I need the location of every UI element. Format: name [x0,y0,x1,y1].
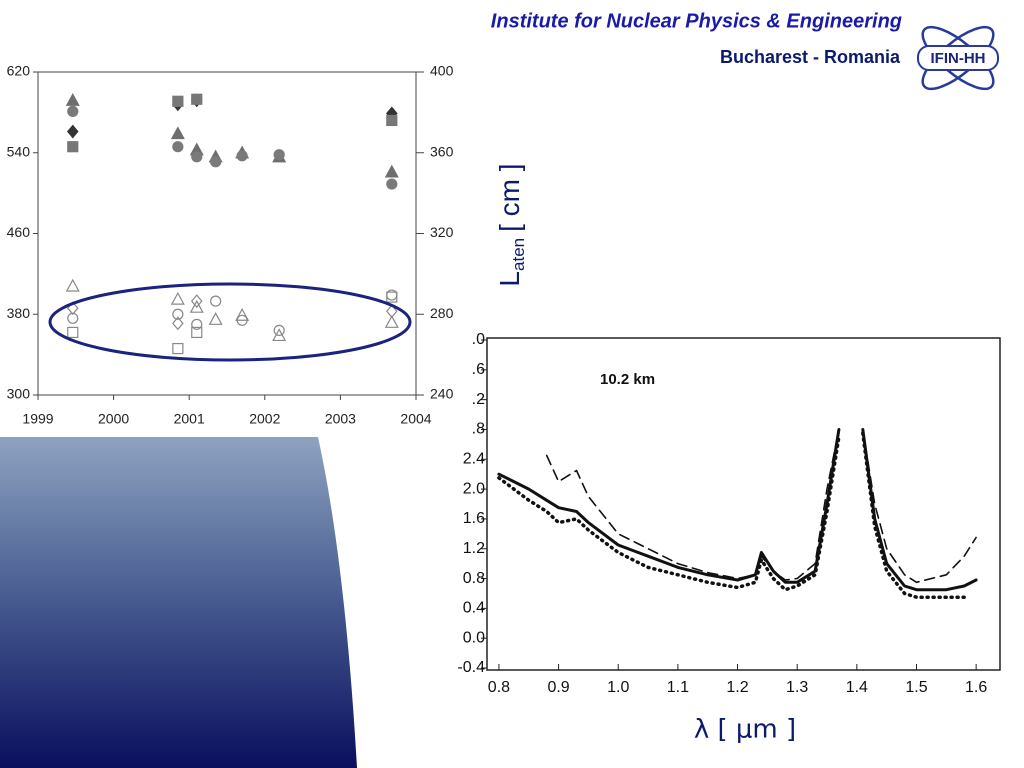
x-axis-label: λ [ μm ] [694,715,796,745]
marker [172,342,184,355]
y-tick-label: .2 [472,391,485,408]
y-label-sub: aten [509,238,528,271]
data-line [497,431,966,599]
chart2-frame [486,337,1001,671]
marker [384,164,399,178]
annotation: 10.2 km [600,371,655,388]
marker [67,141,79,153]
data-line [497,428,978,592]
marker [170,126,185,140]
marker [170,291,185,305]
highlight-ellipse [48,282,412,362]
marker [273,149,285,161]
y2-tick-label: 240 [430,386,454,402]
marker [210,156,222,168]
marker [236,314,248,326]
marker [236,150,248,162]
x-tick-label: 1999 [22,411,53,427]
marker [172,308,184,320]
marker [273,324,285,336]
y-tick-label: 0.4 [463,600,485,617]
y-tick-label: .0 [472,331,485,348]
y-tick-label: 540 [7,143,31,159]
logo: IFIN-HH [917,25,999,91]
chart1-bg [0,62,440,434]
y-tick-label: .8 [472,421,485,438]
marker [235,308,250,321]
marker [67,105,79,117]
y-tick-label: .6 [472,361,485,378]
y-tick-label: 0.0 [463,629,485,646]
y-tick-label: 0.8 [463,570,485,587]
x-tick-label: 0.9 [547,679,569,696]
y2-tick-label: 400 [430,63,454,79]
y2-tick-label: 320 [430,224,454,240]
marker [386,291,398,303]
y-tick-label: 2.0 [463,480,485,497]
y-tick-label: 380 [7,305,31,321]
x-tick-label: 2004 [400,411,431,427]
x-tick-label: 2000 [98,411,129,427]
marker [208,312,223,325]
marker [189,299,204,313]
marker [172,141,184,153]
y-tick-label: 300 [7,386,31,402]
marker [172,316,184,331]
marker [191,318,203,330]
marker [191,151,203,163]
decor-panel [0,437,357,768]
x-tick-label: 1.0 [607,679,629,696]
x-tick-label: 1.3 [786,679,808,696]
x-tick-label: 2001 [174,411,205,427]
y-axis-label: Laten [ cm ] [494,163,528,286]
x-tick-label: 2002 [249,411,280,427]
header-subtitle: Bucharest - Romania [720,47,901,67]
y-label-main: L [494,271,525,287]
marker [66,124,79,139]
x-tick-label: 1.5 [905,679,927,696]
y2-tick-label: 360 [430,143,454,159]
marker [384,315,399,328]
x-tick-label: 1.2 [726,679,748,696]
marker [67,326,79,339]
marker [386,178,398,190]
y-tick-label: 1.6 [463,510,485,527]
marker [191,93,203,105]
logo-text: IFIN-HH [931,50,986,67]
y-label-unit: [ cm ] [494,163,525,231]
marker [386,304,398,319]
y2-tick-label: 280 [430,305,454,321]
y-tick-label: 460 [7,224,31,240]
x-tick-label: 1.4 [846,679,868,696]
y-tick-label: -0.4 [457,659,485,676]
marker [210,295,222,307]
marker [172,95,184,107]
y-tick-label: 2.4 [463,450,485,467]
x-tick-label: 1.1 [667,679,689,696]
marker [191,326,203,339]
y-tick-label: 1.2 [463,540,485,557]
x-tick-label: 1.6 [965,679,987,696]
marker [190,294,203,309]
data-line [545,428,977,584]
marker [65,93,80,106]
x-tick-label: 2003 [325,411,356,427]
header-title: Institute for Nuclear Physics & Engineer… [491,10,902,32]
x-tick-label: 0.8 [488,679,510,696]
marker [386,114,398,127]
marker [65,278,80,292]
y-tick-label: 620 [7,63,31,79]
